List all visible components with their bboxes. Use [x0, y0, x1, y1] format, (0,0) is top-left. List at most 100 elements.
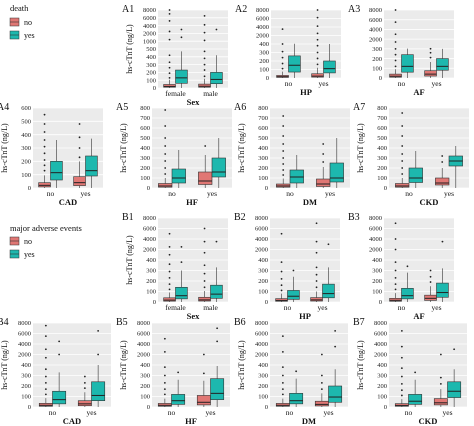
outlier-point [43, 152, 46, 155]
y-tick-label: 200 [21, 159, 31, 166]
y-tick-label: 4000 [369, 236, 382, 243]
y-tick-label: 200 [377, 165, 387, 172]
y-tick-label: 600 [140, 125, 150, 132]
y-tick-label: 4000 [18, 341, 31, 348]
box-yes [323, 60, 336, 74]
box-no [163, 84, 176, 88]
outlier-point [43, 169, 46, 172]
box-no [435, 177, 450, 186]
outlier-point [180, 245, 183, 248]
x-tick-label: no [398, 303, 406, 312]
y-tick-label: 300 [258, 268, 268, 275]
outlier-point [401, 153, 404, 155]
outlier-point [203, 264, 206, 267]
x-axis-title: DM [302, 416, 316, 426]
y-tick-label: 6000 [369, 226, 382, 233]
outlier-point [168, 283, 171, 286]
outlier-point [400, 394, 403, 397]
outlier-point [78, 136, 81, 139]
box-yes [175, 286, 188, 300]
y-tick-label: 200 [377, 383, 387, 390]
y-tick-label: 400 [258, 145, 268, 152]
outlier-point [441, 155, 444, 157]
outlier-point [163, 388, 166, 391]
x-tick-label: no [405, 408, 413, 417]
y-tick-label: 4000 [137, 341, 150, 348]
outlier-point [168, 72, 171, 75]
panel-label: B2 [234, 212, 246, 223]
y-tick-label: 400 [146, 54, 156, 61]
outlier-point [97, 353, 100, 356]
y-tick-label: 700 [140, 115, 150, 122]
outlier-point [203, 272, 206, 275]
outlier-point [168, 66, 171, 69]
outlier-point [44, 393, 47, 396]
outlier-point [43, 113, 46, 116]
y-tick-label: 400 [140, 145, 150, 152]
outlier-point [316, 16, 319, 19]
outlier-point [216, 327, 219, 330]
y-tick-label: 500 [140, 135, 150, 142]
outlier-point [401, 145, 404, 147]
y-axis-title: hs-cTnT (ng/L) [119, 123, 128, 173]
x-tick-label: no [286, 408, 294, 417]
y-tick-label: 4000 [143, 236, 156, 243]
outlier-point [394, 9, 397, 11]
outlier-point [439, 376, 442, 379]
outlier-point [163, 337, 166, 340]
y-tick-label: 2000 [18, 352, 31, 359]
y-tick-label: 300 [259, 50, 269, 57]
x-tick-label: female [165, 89, 186, 98]
x-axis-title: HP [299, 311, 311, 321]
y-tick-label: 6000 [255, 226, 268, 233]
legend-title: death [10, 3, 29, 13]
panel-label: A7 [353, 102, 365, 113]
outlier-point [453, 348, 456, 351]
panel-b7: 0 100 200 300 400 2000 4000 6000 8000 B7 hs-cTnT (… [353, 317, 467, 426]
box-yes [329, 162, 344, 183]
x-tick-label: yes [444, 189, 454, 198]
outlier-point [163, 350, 166, 353]
y-tick-label: 100 [372, 65, 382, 72]
outlier-point [281, 50, 284, 53]
box-no [77, 400, 92, 407]
outlier-point [215, 28, 218, 31]
outlier-point [281, 28, 284, 31]
box-yes [91, 381, 106, 401]
outlier-point [78, 123, 81, 125]
box-yes [287, 290, 300, 300]
y-tick-label: 100 [377, 394, 387, 401]
outlier-point [168, 270, 171, 273]
box-yes [436, 58, 449, 71]
outlier-point [203, 39, 206, 42]
outlier-point [429, 281, 432, 283]
outlier-point [414, 371, 417, 374]
outlier-point [180, 36, 183, 39]
y-tick-label: 100 [258, 175, 268, 182]
panel-a7: 0 100 200 300 400 500 600 700 800 A7 hs-cTnT (ng/L… [353, 102, 469, 207]
legend-label-no: no [24, 18, 32, 27]
outlier-point [203, 57, 206, 60]
y-tick-label: 500 [377, 135, 387, 142]
x-tick-label: no [284, 303, 292, 312]
outlier-point [168, 61, 171, 64]
outlier-point [168, 263, 171, 266]
panel-b3: 0 100 200 300 400 2000 4000 6000 8000 B3 no yes AF [348, 212, 454, 321]
outlier-point [281, 67, 284, 70]
y-tick-label: 300 [372, 46, 382, 53]
y-tick-label: 100 [372, 289, 382, 296]
y-tick-label: 400 [258, 257, 268, 264]
box-no [163, 297, 176, 302]
panel-label: A3 [348, 4, 360, 15]
outlier-point [168, 13, 171, 15]
outlier-point [315, 286, 318, 289]
x-tick-label: no [168, 189, 176, 198]
outlier-point [78, 156, 81, 159]
outlier-point [281, 381, 284, 384]
outlier-point [44, 356, 47, 359]
y-tick-label: 300 [21, 373, 31, 380]
outlier-point [401, 135, 404, 137]
outlier-point [44, 381, 47, 384]
outlier-point [163, 366, 166, 368]
